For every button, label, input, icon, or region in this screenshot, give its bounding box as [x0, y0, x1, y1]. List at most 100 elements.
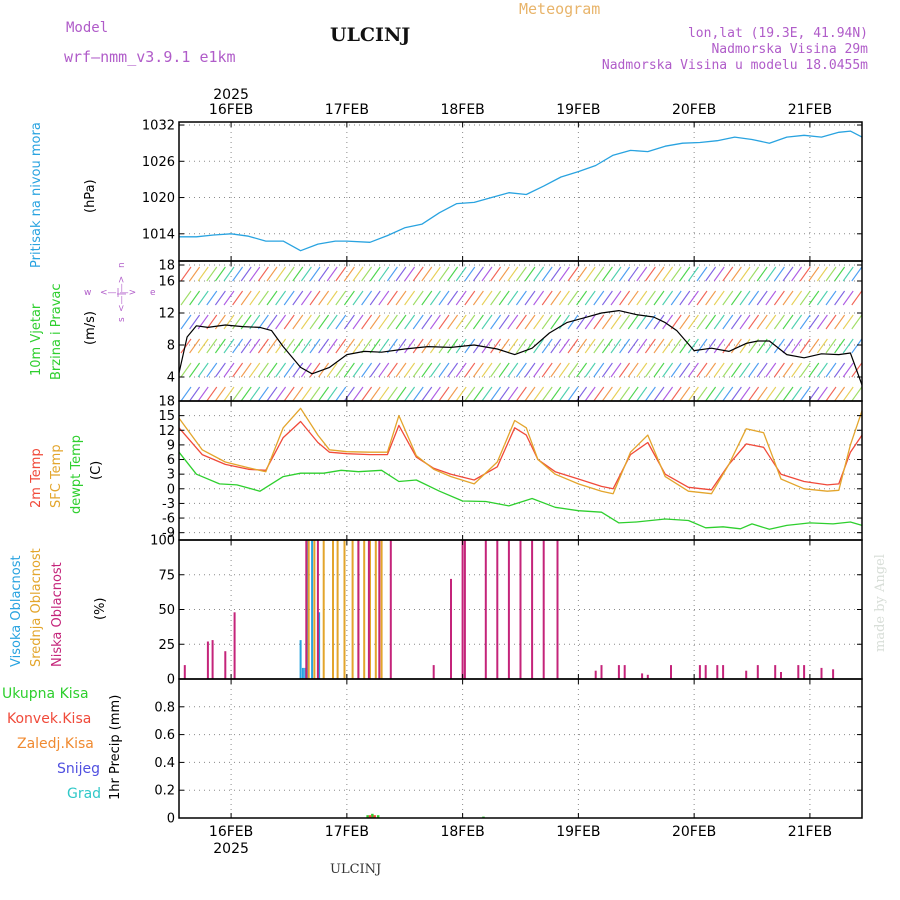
wind-vector: [197, 266, 209, 282]
wind-vector: [730, 386, 742, 402]
wind-vector: [472, 362, 484, 378]
wind-vector: [567, 290, 579, 306]
bar-visoka-oblacnost: [304, 667, 307, 679]
wind-vector: [421, 386, 433, 402]
wind-vector: [455, 386, 467, 402]
wind-vector: [507, 314, 519, 330]
wind-vector: [326, 290, 338, 306]
wind-vector: [395, 290, 407, 306]
wind-vector: [584, 338, 596, 354]
wind-vector: [808, 314, 820, 330]
wind-vector: [816, 362, 828, 378]
wind-vector: [567, 266, 579, 282]
wind-vector: [438, 314, 450, 330]
wind-vector: [730, 338, 742, 354]
wind-vector: [524, 338, 536, 354]
wind-vector: [180, 266, 192, 282]
wind-vector: [438, 386, 450, 402]
wind-vector: [610, 338, 622, 354]
wind-vector: [300, 266, 312, 282]
wind-vector: [472, 314, 484, 330]
wind-vector: [266, 266, 278, 282]
wind-vector: [369, 338, 381, 354]
wind-vector: [799, 338, 811, 354]
wind-vector: [610, 314, 622, 330]
wind-vector: [558, 290, 570, 306]
wind-vector: [309, 338, 321, 354]
bar-niska-oblacnost: [224, 651, 227, 679]
wind-vector: [189, 362, 201, 378]
y-tick-label: 0: [167, 673, 175, 688]
wind-vector: [412, 266, 424, 282]
bar-srednja-oblacnost: [343, 540, 346, 679]
wind-vector: [644, 386, 656, 402]
y-tick-label: 0.6: [154, 728, 175, 743]
wind-vector: [214, 314, 226, 330]
wind-vector: [825, 314, 837, 330]
wind-vector: [189, 386, 201, 402]
wind-vector: [283, 290, 295, 306]
model-elevation-label: Nadmorska Visina u modelu 18.0455m: [601, 58, 868, 73]
bar-niska-oblacnost: [450, 578, 452, 679]
wind-vector: [541, 314, 553, 330]
bar-niska-oblacnost: [461, 540, 464, 679]
bar-niska-oblacnost: [389, 540, 392, 679]
wind-vector: [765, 362, 777, 378]
wind-vector: [722, 338, 734, 354]
bar-niska-oblacnost: [641, 673, 644, 679]
wind-vector: [412, 290, 424, 306]
wind-vector: [395, 266, 407, 282]
y-tick-label: 25: [158, 638, 175, 653]
wind-vector: [593, 386, 605, 402]
bar-srednja-oblacnost: [332, 540, 334, 679]
wind-vector: [249, 338, 261, 354]
wind-vector: [266, 290, 278, 306]
wind-vector: [180, 314, 192, 330]
wind-vector: [386, 386, 398, 402]
wind-vector: [206, 362, 218, 378]
wind-vector: [713, 266, 725, 282]
x-tick-label-bottom: 21FEB: [788, 824, 832, 840]
bar-niska-oblacnost: [594, 670, 597, 679]
wind-vector: [335, 290, 347, 306]
wind-vector: [842, 386, 854, 402]
y-tick-label: -9: [162, 526, 175, 541]
wind-vector: [705, 314, 717, 330]
wind-vector: [412, 362, 424, 378]
lonlat-label: lon,lat (19.3E, 41.94N): [687, 26, 868, 41]
wind-vector: [386, 338, 398, 354]
wind-vector: [378, 290, 390, 306]
bar-ukupna-kisa: [376, 815, 380, 818]
precip-frozen-label: Zaledj.Kisa: [17, 736, 94, 752]
bar-niska-oblacnost: [832, 669, 835, 679]
wind-vector: [748, 386, 760, 402]
bar-niska-oblacnost: [556, 540, 559, 679]
wind-vector: [386, 362, 398, 378]
wind-vector: [825, 386, 837, 402]
wind-vector: [223, 266, 235, 282]
wind-vector: [421, 290, 433, 306]
wind-vector: [515, 386, 527, 402]
wind-vector: [541, 386, 553, 402]
wind-vector: [627, 386, 639, 402]
wind-vector: [369, 386, 381, 402]
product-title: Meteogram: [519, 0, 601, 18]
wind-key-s: s: [117, 317, 127, 322]
bar-srednja-oblacnost: [369, 540, 371, 679]
wind-vector: [705, 362, 717, 378]
series-line-pritisak-na-nivou-mora: [179, 130, 863, 252]
wind-vector: [361, 290, 373, 306]
bar-niska-oblacnost: [463, 540, 466, 679]
wind-vector: [601, 314, 613, 330]
wind-vector: [197, 362, 209, 378]
wind-vector: [378, 314, 390, 330]
wind-vector: [464, 362, 476, 378]
wind-vector: [722, 314, 734, 330]
wind-vector: [627, 266, 639, 282]
wind-vector: [782, 362, 794, 378]
wind-vector: [369, 290, 381, 306]
wind-vector: [378, 338, 390, 354]
hail-label: Grad: [67, 786, 102, 802]
y-tick-label: 12: [158, 424, 175, 439]
